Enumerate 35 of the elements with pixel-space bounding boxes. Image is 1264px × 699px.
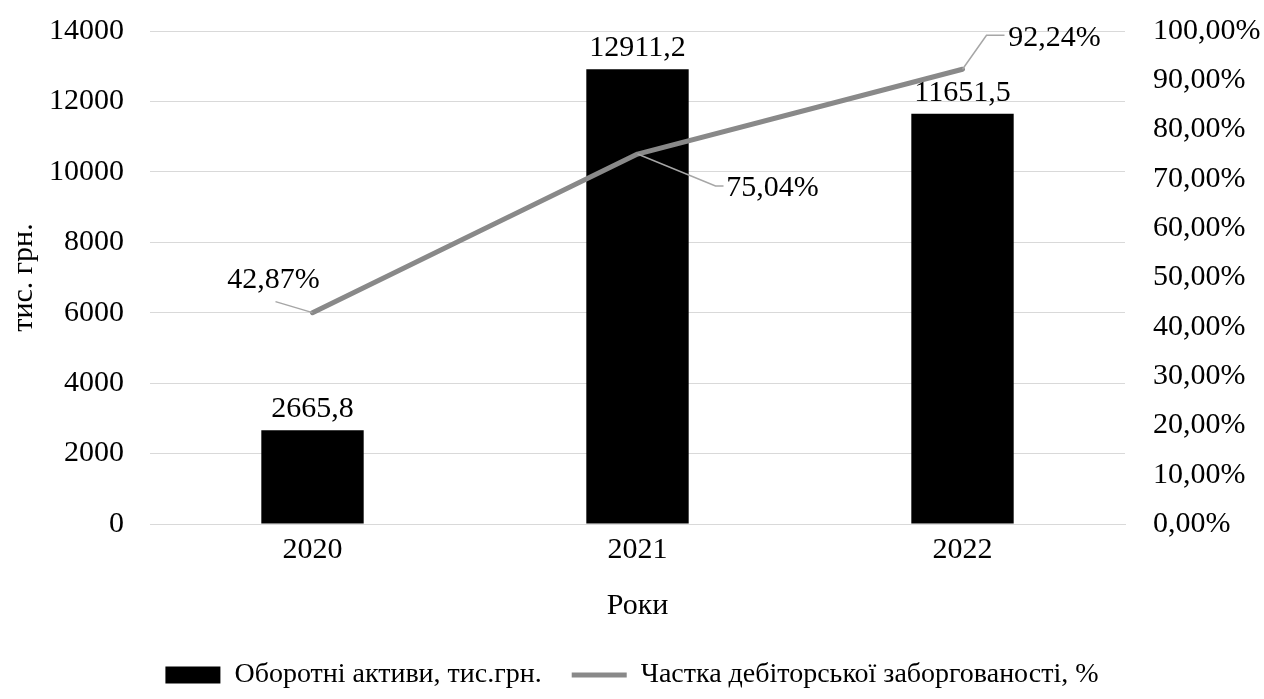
data-label: 75,04% xyxy=(726,168,819,202)
y2-tick-label: 90,00% xyxy=(1153,61,1246,95)
y-axis-title: тис. грн. xyxy=(4,223,38,332)
data-label: 42,87% xyxy=(227,260,320,294)
y2-tick-label: 80,00% xyxy=(1153,110,1246,144)
legend-label: Оборотні активи, тис.грн. xyxy=(234,657,542,689)
bar xyxy=(911,113,1014,524)
data-label: 92,24% xyxy=(1008,19,1101,53)
y2-tick-label: 50,00% xyxy=(1153,258,1246,292)
y-tick-label: 0 xyxy=(109,504,124,538)
y-tick-label: 6000 xyxy=(64,293,124,327)
y2-tick-label: 70,00% xyxy=(1153,159,1246,193)
y-tick-label: 14000 xyxy=(49,11,124,45)
y-tick-label: 12000 xyxy=(49,82,124,116)
x-axis-title: Роки xyxy=(606,586,669,620)
y2-tick-label: 0,00% xyxy=(1153,504,1231,538)
bar xyxy=(586,69,689,524)
data-label: 12911,2 xyxy=(589,29,686,63)
y-tick-label: 8000 xyxy=(64,223,124,257)
y2-tick-label: 30,00% xyxy=(1153,356,1246,390)
y2-tick-label: 40,00% xyxy=(1153,307,1246,341)
data-label: 11651,5 xyxy=(914,73,1011,107)
y-tick-label: 10000 xyxy=(49,152,124,186)
y-tick-label: 2000 xyxy=(64,434,124,468)
x-tick-label: 2021 xyxy=(607,530,668,564)
data-label: 2665,8 xyxy=(271,390,354,423)
y-tick-label: 4000 xyxy=(64,364,124,398)
y2-tick-label: 100,00% xyxy=(1153,11,1261,45)
y2-tick-label: 60,00% xyxy=(1153,209,1246,243)
y2-tick-label: 10,00% xyxy=(1153,455,1246,489)
legend-label: Частка дебіторської заборгованості, % xyxy=(640,657,1099,689)
y2-tick-label: 20,00% xyxy=(1153,406,1246,440)
x-tick-label: 2022 xyxy=(932,530,993,564)
x-tick-label: 2020 xyxy=(282,530,343,564)
bar xyxy=(261,430,364,524)
